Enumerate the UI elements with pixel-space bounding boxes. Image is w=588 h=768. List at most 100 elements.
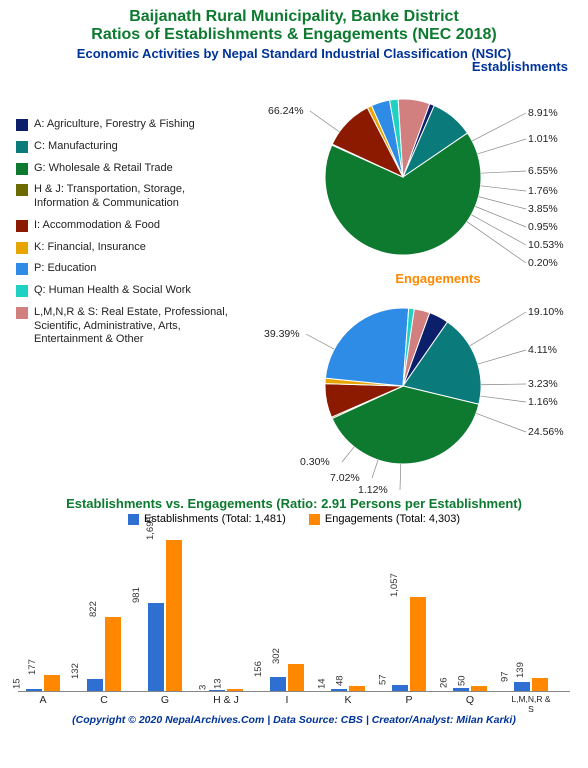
x-axis-label: A bbox=[20, 694, 66, 706]
bar-group: 571,057 bbox=[386, 597, 432, 691]
pie-pct-label: 1.16% bbox=[528, 396, 558, 408]
bar-eng: 177 bbox=[44, 675, 60, 691]
pie-pct-label: 66.24% bbox=[268, 105, 304, 117]
pie-pct-label: 24.56% bbox=[528, 426, 564, 438]
bar-value-est: 14 bbox=[317, 679, 328, 690]
legend-swatch bbox=[16, 285, 28, 297]
bar-eng: 822 bbox=[105, 617, 121, 690]
bar-eng: 139 bbox=[532, 678, 548, 690]
bar-est: 14 bbox=[331, 689, 347, 690]
bar-value-eng: 13 bbox=[213, 679, 224, 690]
bar-value-eng: 139 bbox=[515, 662, 526, 678]
pie-pct-label: 3.85% bbox=[528, 203, 558, 215]
pie-pct-label: 0.30% bbox=[300, 456, 330, 468]
bar-value-eng: 822 bbox=[88, 602, 99, 618]
x-axis-label: C bbox=[81, 694, 127, 706]
bar-est: 57 bbox=[392, 685, 408, 690]
footer-credit: (Copyright © 2020 NepalArchives.Com | Da… bbox=[0, 714, 588, 726]
pie-slice bbox=[325, 308, 408, 386]
pie-engagements: 39.39%19.10%4.11%3.23%1.16%24.56%0.30%7.… bbox=[238, 286, 578, 492]
pies-column: Establishments 66.24%8.91%1.01%6.55%1.76… bbox=[238, 63, 578, 492]
legend-item: Q: Human Health & Social Work bbox=[16, 284, 238, 298]
leader-line bbox=[480, 396, 526, 402]
bar-legend-eng: Engagements (Total: 4,303) bbox=[309, 513, 460, 525]
legend-label: C: Manufacturing bbox=[34, 140, 118, 154]
bar-group: 15177 bbox=[20, 675, 66, 691]
bar-est: 15 bbox=[26, 689, 42, 690]
title-line2: Ratios of Establishments & Engagements (… bbox=[10, 26, 578, 44]
bar-value-est: 26 bbox=[439, 678, 450, 689]
bar-value-est: 981 bbox=[131, 587, 142, 603]
bar-est: 97 bbox=[514, 682, 530, 691]
bar-x-axis: ACGH & JIKPQL,M,N,R & S bbox=[18, 694, 570, 712]
leader-line bbox=[472, 113, 526, 141]
x-axis-label: G bbox=[142, 694, 188, 706]
legend-swatch bbox=[16, 163, 28, 175]
legend-swatch bbox=[16, 307, 28, 319]
legend-swatch bbox=[16, 220, 28, 232]
leader-line bbox=[470, 312, 526, 346]
bar-group: 97139 bbox=[508, 678, 554, 690]
pie-pct-label: 8.91% bbox=[528, 107, 558, 119]
top-section: A: Agriculture, Forestry & Fishing C: Man… bbox=[0, 63, 588, 492]
pie-pct-label: 3.23% bbox=[528, 378, 558, 390]
bar-legend-eng-label: Engagements (Total: 4,303) bbox=[325, 513, 460, 525]
legend-swatch bbox=[16, 263, 28, 275]
leader-line bbox=[475, 206, 526, 227]
legend-label: H & J: Transportation, Storage, Informat… bbox=[34, 183, 234, 211]
legend-item: H & J: Transportation, Storage, Informat… bbox=[16, 183, 238, 211]
leader-line bbox=[480, 186, 526, 191]
bar-group: 9811,695 bbox=[142, 540, 188, 691]
leader-line bbox=[306, 334, 334, 349]
legend-swatch bbox=[16, 119, 28, 131]
swatch-eng bbox=[309, 514, 320, 525]
leader-line bbox=[342, 447, 354, 462]
bar-group: 132822 bbox=[81, 617, 127, 690]
bar-est: 26 bbox=[453, 688, 469, 690]
bar-eng: 50 bbox=[471, 686, 487, 690]
bar-est: 132 bbox=[87, 679, 103, 691]
bar-value-eng: 50 bbox=[457, 675, 468, 686]
bar-group: 156302 bbox=[264, 664, 310, 691]
legend-item: L,M,N,R & S: Real Estate, Professional, … bbox=[16, 306, 238, 347]
bar-group: 2650 bbox=[447, 686, 493, 690]
bar-value-est: 132 bbox=[70, 663, 81, 679]
leader-line bbox=[476, 413, 526, 432]
legend-label: I: Accommodation & Food bbox=[34, 219, 160, 233]
pie-pct-label: 0.20% bbox=[528, 257, 558, 269]
bar-value-est: 156 bbox=[253, 661, 264, 677]
x-axis-label: K bbox=[325, 694, 371, 706]
bar-legend-est-label: Establishments (Total: 1,481) bbox=[144, 513, 286, 525]
leader-line bbox=[372, 460, 378, 478]
establishments-heading: Establishments bbox=[472, 59, 568, 74]
bar-value-est: 57 bbox=[378, 675, 389, 686]
legend-item: K: Financial, Insurance bbox=[16, 241, 238, 255]
legend-label: K: Financial, Insurance bbox=[34, 241, 146, 255]
bar-chart-title: Establishments vs. Engagements (Ratio: 2… bbox=[0, 496, 588, 511]
bar-legend: Establishments (Total: 1,481) Engagement… bbox=[0, 513, 588, 528]
x-axis-label: Q bbox=[447, 694, 493, 706]
legend-label: A: Agriculture, Forestry & Fishing bbox=[34, 118, 195, 132]
bar-chart: 151771328229811,6953131563021448571,0572… bbox=[18, 532, 570, 692]
pie-pct-label: 39.39% bbox=[264, 328, 300, 340]
bar-value-eng: 48 bbox=[335, 676, 346, 687]
x-axis-label: P bbox=[386, 694, 432, 706]
legend-item: A: Agriculture, Forestry & Fishing bbox=[16, 118, 238, 132]
pie-pct-label: 4.11% bbox=[528, 344, 557, 356]
pie-pct-label: 1.12% bbox=[358, 484, 388, 496]
legend-item: C: Manufacturing bbox=[16, 140, 238, 154]
leader-line bbox=[481, 384, 526, 385]
bar-value-eng: 1,057 bbox=[389, 573, 400, 597]
bar-eng: 13 bbox=[227, 689, 243, 690]
pie-pct-label: 19.10% bbox=[528, 306, 564, 318]
bar-eng: 302 bbox=[288, 664, 304, 691]
legend-column: A: Agriculture, Forestry & Fishing C: Man… bbox=[10, 63, 238, 492]
pie-pct-label: 1.01% bbox=[528, 133, 558, 145]
leader-line bbox=[478, 350, 526, 364]
bar-est: 156 bbox=[270, 677, 286, 691]
legend-label: L,M,N,R & S: Real Estate, Professional, … bbox=[34, 306, 234, 347]
pie-pct-label: 0.95% bbox=[528, 221, 558, 233]
legend-item: P: Education bbox=[16, 262, 238, 276]
bar-value-est: 3 bbox=[197, 684, 208, 689]
bar-est: 3 bbox=[209, 690, 225, 691]
